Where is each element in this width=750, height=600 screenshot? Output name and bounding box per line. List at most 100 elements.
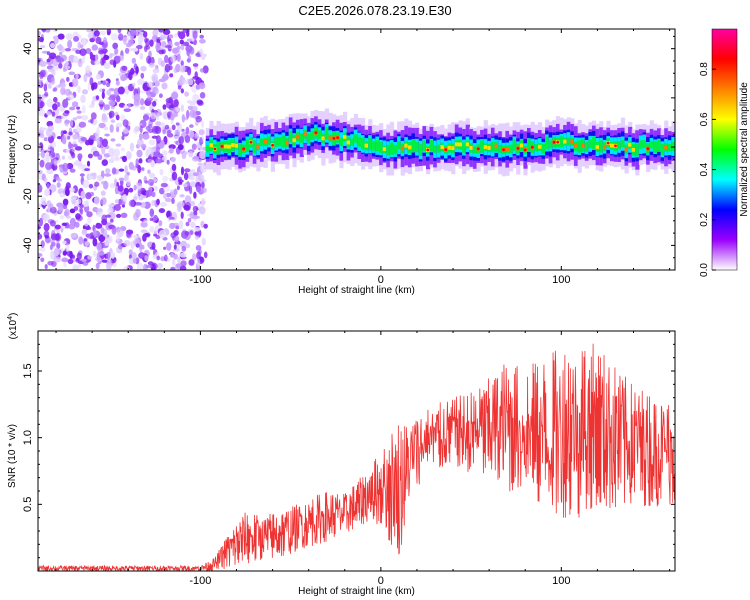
noise-speck [173, 135, 179, 140]
band-cell [490, 142, 496, 153]
noise-speck [170, 252, 175, 258]
band-cell [527, 138, 532, 152]
noise-speck [115, 95, 121, 103]
noise-speck [95, 223, 103, 229]
noise-speck [110, 251, 116, 259]
noise-speck [134, 202, 142, 206]
noise-speck [83, 73, 88, 83]
noise-speck [195, 245, 202, 251]
noise-speck [117, 29, 122, 34]
band-cell [548, 140, 553, 149]
noise-speck [117, 185, 124, 192]
noise-speck [93, 228, 97, 238]
noise-speck [111, 33, 119, 41]
band-core [595, 145, 600, 149]
noise-speck [110, 138, 116, 142]
band-peak [336, 136, 339, 140]
noise-speck [171, 259, 176, 266]
noise-speck [151, 242, 156, 250]
noise-speck [192, 172, 199, 177]
noise-speck [69, 251, 73, 259]
noise-speck [111, 167, 117, 175]
noise-speck [128, 199, 135, 207]
noise-speck [95, 262, 100, 270]
noise-speck [52, 103, 58, 111]
noise-speck [39, 247, 46, 252]
noise-speck [178, 181, 183, 185]
noise-speck [192, 205, 199, 213]
noise-speck [102, 138, 108, 148]
noise-speck [76, 106, 80, 110]
noise-speck [82, 89, 88, 95]
band-core [303, 132, 308, 137]
noise-speck [192, 156, 200, 160]
band-core [343, 135, 347, 139]
noise-speck [45, 162, 52, 171]
noise-speck [98, 122, 106, 129]
noise-speck [91, 44, 99, 51]
noise-speck [170, 266, 176, 270]
noise-speck [85, 139, 91, 146]
noise-speck [81, 38, 87, 46]
noise-speck [179, 194, 185, 198]
band-cell [422, 140, 427, 152]
noise-speck [97, 81, 102, 85]
noise-speck [93, 30, 100, 37]
noise-speck [75, 213, 81, 220]
noise-speck [133, 196, 138, 201]
noise-speck [75, 49, 82, 54]
noise-speck [123, 37, 127, 45]
noise-speck [184, 151, 188, 155]
noise-speck [79, 208, 84, 215]
noise-speck [183, 172, 189, 181]
noise-speck [45, 128, 54, 138]
noise-speck [110, 218, 114, 223]
noise-speck [86, 255, 93, 260]
noise-speck [66, 76, 70, 82]
noise-speck [38, 36, 44, 43]
noise-speck [115, 80, 120, 86]
noise-speck [99, 99, 104, 105]
noise-speck [109, 183, 116, 189]
noise-speck [152, 75, 157, 83]
noise-speck [199, 150, 207, 160]
y-tick-label: 1.0 [22, 430, 34, 445]
noise-speck [145, 149, 150, 157]
noise-speck [158, 29, 165, 33]
y-tick-label: -40 [22, 237, 34, 253]
noise-speck [153, 185, 159, 192]
noise-speck [84, 168, 91, 172]
noise-speck [98, 234, 106, 243]
noise-speck [193, 211, 198, 216]
band-cell [436, 144, 441, 153]
band-cell [278, 136, 283, 147]
noise-speck [65, 215, 72, 219]
snr-series-line [38, 343, 675, 571]
noise-speck [146, 55, 152, 64]
noise-speck [80, 94, 86, 104]
noise-speck [140, 72, 145, 79]
noise-speck [176, 45, 182, 50]
noise-speck [75, 129, 81, 133]
band-cell [361, 138, 366, 150]
band-cell [375, 140, 380, 152]
y-tick-label: 20 [22, 92, 34, 104]
noise-speck [161, 82, 168, 90]
noise-speck [101, 91, 105, 99]
noise-speck [59, 51, 63, 56]
noise-speck [42, 201, 47, 206]
noise-speck [153, 233, 158, 237]
band-core [227, 144, 232, 149]
colorbar [711, 28, 738, 271]
noise-speck [60, 82, 66, 89]
noise-speck [116, 213, 122, 218]
band-peak [444, 148, 448, 152]
noise-speck [73, 56, 79, 64]
noise-speck [158, 229, 167, 239]
band-core [624, 147, 629, 152]
noise-speck [62, 66, 67, 73]
noise-speck [100, 197, 107, 206]
noise-speck [148, 172, 155, 178]
noise-speck [185, 221, 190, 227]
x-tick-label: 100 [552, 274, 570, 286]
